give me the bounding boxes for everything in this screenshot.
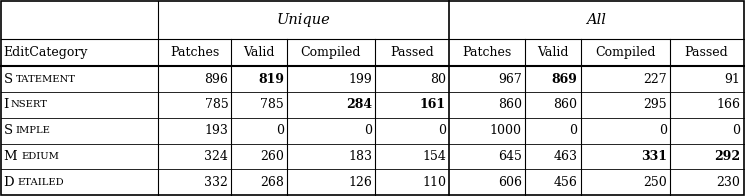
- Text: 292: 292: [714, 150, 741, 163]
- Text: TATEMENT: TATEMENT: [16, 75, 75, 84]
- Text: ETAILED: ETAILED: [17, 178, 64, 187]
- Text: 1000: 1000: [490, 124, 522, 137]
- Text: 154: 154: [422, 150, 446, 163]
- Text: 295: 295: [643, 98, 667, 112]
- Text: NSERT: NSERT: [10, 100, 48, 109]
- Text: Unique: Unique: [277, 13, 331, 27]
- Text: 161: 161: [420, 98, 446, 112]
- Text: 110: 110: [422, 176, 446, 189]
- Text: Passed: Passed: [685, 46, 729, 59]
- Text: 166: 166: [717, 98, 741, 112]
- Text: 896: 896: [204, 73, 228, 86]
- Text: 0: 0: [659, 124, 667, 137]
- Text: 199: 199: [349, 73, 372, 86]
- Text: 819: 819: [258, 73, 284, 86]
- Text: 126: 126: [348, 176, 372, 189]
- Text: 785: 785: [260, 98, 284, 112]
- Text: 91: 91: [725, 73, 741, 86]
- Text: Passed: Passed: [390, 46, 434, 59]
- Text: Valid: Valid: [537, 46, 568, 59]
- Text: 193: 193: [204, 124, 228, 137]
- Text: Patches: Patches: [462, 46, 512, 59]
- Text: Compiled: Compiled: [595, 46, 656, 59]
- Text: 260: 260: [260, 150, 284, 163]
- Text: 230: 230: [717, 176, 741, 189]
- Text: 0: 0: [276, 124, 284, 137]
- Text: 324: 324: [204, 150, 228, 163]
- Text: 250: 250: [643, 176, 667, 189]
- Text: 0: 0: [364, 124, 372, 137]
- Text: EDIUM: EDIUM: [22, 152, 59, 161]
- Text: IMPLE: IMPLE: [16, 126, 51, 135]
- Text: All: All: [586, 13, 606, 27]
- Text: Patches: Patches: [170, 46, 220, 59]
- Text: S: S: [4, 73, 13, 86]
- Text: 456: 456: [554, 176, 577, 189]
- Text: 606: 606: [498, 176, 522, 189]
- Text: 183: 183: [348, 150, 372, 163]
- Text: 332: 332: [204, 176, 228, 189]
- Text: 227: 227: [643, 73, 667, 86]
- Text: 331: 331: [641, 150, 667, 163]
- Text: 0: 0: [438, 124, 446, 137]
- Text: 268: 268: [260, 176, 284, 189]
- Text: 645: 645: [498, 150, 522, 163]
- Text: 0: 0: [569, 124, 577, 137]
- Text: D: D: [4, 176, 14, 189]
- Text: M: M: [4, 150, 17, 163]
- Text: 967: 967: [498, 73, 522, 86]
- Text: 463: 463: [554, 150, 577, 163]
- Text: EditCategory: EditCategory: [4, 46, 88, 59]
- Text: 80: 80: [430, 73, 446, 86]
- Text: 284: 284: [346, 98, 372, 112]
- Text: Compiled: Compiled: [301, 46, 361, 59]
- Text: 860: 860: [498, 98, 522, 112]
- Text: S: S: [4, 124, 13, 137]
- Text: Valid: Valid: [244, 46, 275, 59]
- Text: 860: 860: [554, 98, 577, 112]
- Text: 0: 0: [732, 124, 741, 137]
- Text: I: I: [4, 98, 9, 112]
- Text: 869: 869: [552, 73, 577, 86]
- Text: 785: 785: [205, 98, 228, 112]
